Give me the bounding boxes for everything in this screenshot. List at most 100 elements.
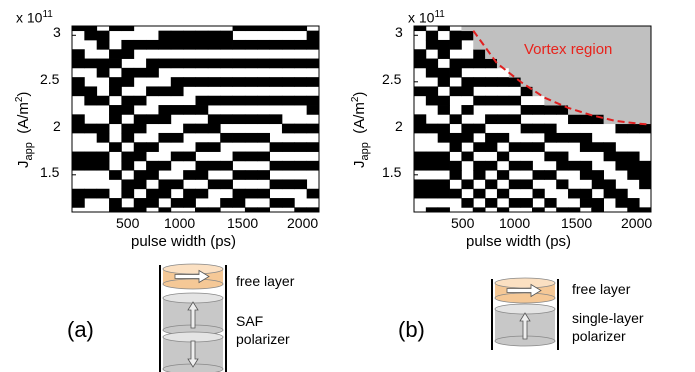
heatmap-cell (508, 26, 522, 32)
heatmap-cell (615, 151, 628, 162)
heatmap-cell (520, 49, 533, 59)
heatmap-cell (544, 49, 557, 59)
heatmap-cell (532, 142, 545, 152)
heatmap-cell (603, 26, 616, 32)
heatmap-cell (425, 160, 439, 171)
heatmap-cell (544, 198, 557, 208)
heatmap-cell (532, 188, 545, 199)
heatmap-cell (269, 179, 283, 190)
heatmap-cell (109, 142, 122, 152)
heatmap-cell (232, 188, 246, 199)
heatmap-cell (281, 77, 295, 87)
device-a-polarizer-line2: polarizer (236, 331, 290, 347)
heatmap-cell (281, 179, 295, 190)
heatmap-cell (281, 142, 295, 152)
heatmap-cell (496, 26, 510, 32)
heatmap-cell (121, 160, 135, 171)
heatmap-cell (306, 207, 320, 213)
heatmap-cell (244, 58, 258, 69)
heatmap-cell (294, 123, 308, 134)
heatmap-cell (496, 39, 510, 50)
heatmap-cell (158, 114, 172, 125)
heatmap-cell (639, 105, 652, 115)
heatmap-cell (603, 151, 616, 162)
heatmap-cell (306, 95, 320, 106)
heatmap-cell (532, 58, 545, 69)
heatmap-cell (556, 26, 569, 32)
heatmap-cell (269, 26, 283, 32)
heatmap-cell (96, 39, 110, 50)
heatmap-cell (195, 58, 209, 69)
heatmap-cell (269, 39, 283, 50)
heatmap-cell (639, 170, 652, 180)
heatmap-cell (437, 160, 450, 171)
heatmap-cell (425, 58, 439, 69)
heatmap-cell (96, 188, 110, 199)
heatmap-cell (437, 26, 450, 32)
heatmap-cell (84, 151, 98, 162)
heatmap-cell (207, 30, 221, 41)
heatmap-cell (485, 179, 498, 190)
heatmap-cell (627, 198, 640, 208)
heatmap-cell (121, 105, 135, 115)
heatmap-cell (639, 67, 652, 78)
heatmap-cell (615, 105, 628, 115)
heatmap-cell (485, 58, 498, 69)
heatmap-cell (579, 170, 593, 180)
heatmap-cell (232, 58, 246, 69)
heatmap-cell (269, 95, 283, 106)
heatmap-cell (520, 67, 533, 78)
heatmap-cell (496, 49, 510, 59)
heatmap-cell (109, 207, 122, 213)
heatmap-cell (603, 39, 616, 50)
heatmap-cell (639, 39, 652, 50)
heatmap-cell (72, 114, 85, 125)
heatmap-cell (183, 188, 196, 199)
heatmap-cell (461, 26, 474, 32)
y-tick-a-3: 3 (53, 24, 61, 40)
heatmap-cell (257, 26, 270, 32)
heatmap-cell (294, 95, 308, 106)
heatmap-cell (556, 160, 569, 171)
heatmap-cell (556, 77, 569, 87)
heatmap-cell (627, 160, 640, 171)
heatmap-cell (532, 49, 545, 59)
heatmap-cell (183, 170, 196, 180)
vortex-boundary-line (472, 30, 652, 126)
heatmap-cell (615, 198, 628, 208)
x-tick-a-2000: 2000 (287, 215, 319, 231)
heatmap-cell (496, 151, 510, 162)
heatmap-cell (556, 207, 569, 213)
heatmap-cell (449, 170, 462, 180)
heatmap-cell (627, 151, 640, 162)
heatmap-cell (146, 198, 159, 208)
heatmap-cell (281, 39, 295, 50)
heatmap-cell (133, 142, 147, 152)
heatmap-cell (615, 30, 628, 41)
heatmap-cell (84, 188, 98, 199)
heatmap-cell (568, 160, 581, 171)
heatmap-cell (508, 142, 522, 152)
heatmap-cell (96, 132, 110, 143)
heatmap-cell (257, 207, 270, 213)
heatmap-cell (437, 132, 450, 143)
heatmap-cell (544, 77, 557, 87)
heatmap-cell (579, 30, 593, 41)
heatmap-cell (461, 151, 474, 162)
heatmap-cell (437, 123, 450, 134)
heatmap-cell (133, 114, 147, 125)
heatmap-cell (556, 67, 569, 78)
heatmap-cell (591, 49, 604, 59)
heatmap-cell (220, 39, 233, 50)
heatmap-cell (615, 95, 628, 106)
heatmap-cell (579, 67, 593, 78)
heatmap-cell (257, 58, 270, 69)
heatmap-cell (639, 77, 652, 87)
heatmap-cell (437, 179, 450, 190)
magnetization-arrow-icon (519, 312, 531, 340)
heatmap-cell (461, 132, 474, 143)
heatmap-cell (84, 86, 98, 97)
heatmap-cell (269, 77, 283, 87)
heatmap-cell (639, 95, 652, 106)
heatmap-cell (615, 160, 628, 171)
